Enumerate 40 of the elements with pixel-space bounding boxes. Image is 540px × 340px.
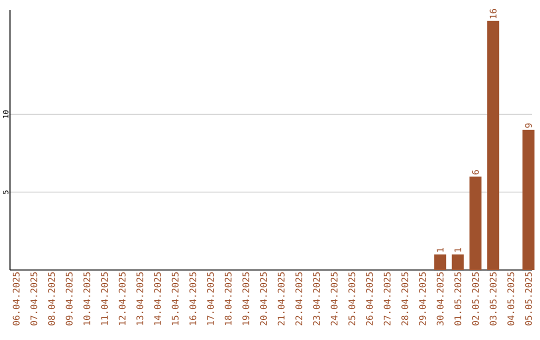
x-tick-label: 07.04.2025 [30,272,38,326]
x-tick-label: 01.05.2025 [454,272,462,326]
data-label: 16 [490,9,497,18]
bar [522,130,534,270]
x-tick-label: 06.04.2025 [12,272,20,326]
x-tick-label: 20.04.2025 [260,272,267,326]
x-tick-label: 11.04.2025 [101,272,108,325]
x-tick-label: 23.04.2025 [313,272,320,326]
bar [452,254,464,270]
x-tick-label: 21.04.2025 [278,272,285,326]
x-tick-label: 27.04.2025 [384,272,391,326]
x-tick-label: 02.05.2025 [472,272,479,326]
x-tick-label: 17.04.2025 [207,272,214,325]
x-tick-label: 16.04.2025 [189,272,196,325]
x-tick-label: 15.04.2025 [172,272,179,325]
x-tick-label: 25.04.2025 [348,272,356,326]
x-tick-label: 18.04.2025 [224,272,232,325]
data-label: 1 [436,248,444,252]
x-tick-label: 24.04.2025 [330,272,338,326]
x-tick-label: 30.04.2025 [436,272,444,326]
x-tick-label: 13.04.2025 [136,272,144,325]
x-tick-label: 04.05.2025 [507,272,514,326]
x-tick-label: 26.04.2025 [366,272,373,326]
x-tick-label: 05.05.2025 [525,272,532,326]
data-label: 6 [472,170,479,174]
x-tick-label: 14.04.2025 [154,272,161,325]
bar [434,254,446,270]
x-tick-label: 28.04.2025 [401,272,408,326]
x-tick-label: 03.05.2025 [490,272,497,326]
data-label: 9 [525,123,532,128]
bar [487,20,500,270]
x-tick-label: 08.04.2025 [48,272,55,326]
data-label: 1 [454,248,462,252]
x-tick-label: 12.04.2025 [118,272,126,325]
bar [469,176,482,270]
x-tick-label: 29.04.2025 [419,272,426,326]
x-tick-label: 19.04.2025 [242,272,250,325]
x-tick-label: 09.04.2025 [66,272,73,326]
x-tick-label: 10.04.2025 [83,272,90,325]
x-tick-label: 22.04.2025 [295,272,302,326]
